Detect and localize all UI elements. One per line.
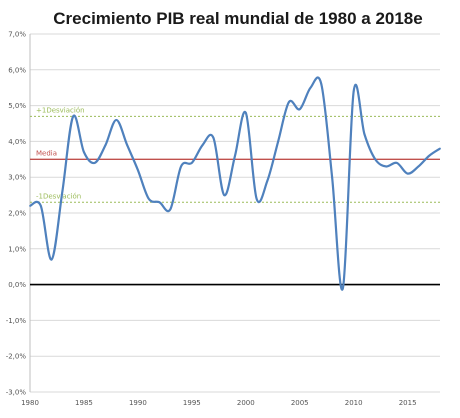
data-point <box>83 151 85 154</box>
x-tick-label: 2015 <box>399 399 417 407</box>
data-point <box>126 144 129 146</box>
reference-line-label: Media <box>36 149 57 157</box>
data-point <box>255 197 258 200</box>
data-point <box>352 90 355 93</box>
data-point <box>277 140 280 143</box>
data-point <box>223 194 226 197</box>
data-point <box>320 83 323 86</box>
data-point <box>439 147 441 150</box>
chart-title: Crecimiento PIB real mundial de 1980 a 2… <box>53 9 422 28</box>
y-tick-label: 3,0% <box>8 174 26 182</box>
data-point <box>29 204 31 207</box>
data-point <box>115 119 118 121</box>
y-tick-label: 2,0% <box>8 210 26 218</box>
data-point <box>298 108 301 111</box>
data-point <box>158 201 161 204</box>
x-tick-label: 1990 <box>129 399 147 407</box>
data-point <box>428 154 431 157</box>
data-point <box>39 204 42 207</box>
data-point <box>266 179 269 182</box>
data-point <box>331 176 334 179</box>
data-point <box>234 154 236 157</box>
y-tick-label: -3,0% <box>6 389 27 397</box>
data-point <box>212 136 215 139</box>
data-point <box>341 287 344 290</box>
reference-lines: Media +1Desviación -1Desviación <box>30 106 440 286</box>
data-point <box>169 208 172 211</box>
data-point <box>406 172 409 175</box>
y-tick-label: 1,0% <box>8 245 26 253</box>
data-point <box>93 161 96 164</box>
x-tick-label: 2010 <box>345 399 363 407</box>
series-layer <box>29 76 441 291</box>
x-tick-label: 2000 <box>237 399 255 407</box>
data-point <box>201 144 204 146</box>
y-tick-label: -1,0% <box>6 317 27 325</box>
data-point <box>244 111 247 114</box>
y-tick-label: -2,0% <box>6 353 27 361</box>
y-tick-label: 7,0% <box>8 31 26 39</box>
data-point <box>147 197 150 200</box>
x-tick-label: 1995 <box>183 399 201 407</box>
reference-line-label: +1Desviación <box>36 106 85 114</box>
data-point <box>309 86 312 89</box>
reference-line-label: -1Desviación <box>36 192 81 200</box>
data-point <box>50 258 53 261</box>
grid <box>29 33 440 393</box>
data-point <box>385 165 387 168</box>
x-axis-ticks: 1980 1985 1990 1995 2000 2005 2010 2015 <box>21 399 416 407</box>
y-tick-label: 6,0% <box>8 66 26 74</box>
y-tick-label: 4,0% <box>8 138 26 146</box>
x-tick-label: 2005 <box>291 399 309 407</box>
data-point <box>417 165 420 168</box>
data-point <box>72 115 75 118</box>
data-point <box>180 165 182 168</box>
x-tick-label: 1980 <box>21 399 39 407</box>
y-tick-label: 5,0% <box>8 102 26 110</box>
data-point <box>374 158 377 161</box>
series-line <box>29 76 441 291</box>
x-tick-label: 1985 <box>75 399 93 407</box>
data-point <box>61 190 64 193</box>
y-tick-label: 0,0% <box>8 281 26 289</box>
data-point <box>288 101 290 103</box>
data-point <box>136 169 139 171</box>
y-axis-ticks: -3,0% -2,0% -1,0% 0,0% 1,0% 2,0% 3,0% 4,0% 5,0% 6… <box>6 31 27 397</box>
data-point <box>395 161 398 164</box>
data-point <box>190 161 193 164</box>
data-point <box>363 133 366 136</box>
data-point <box>104 144 107 146</box>
